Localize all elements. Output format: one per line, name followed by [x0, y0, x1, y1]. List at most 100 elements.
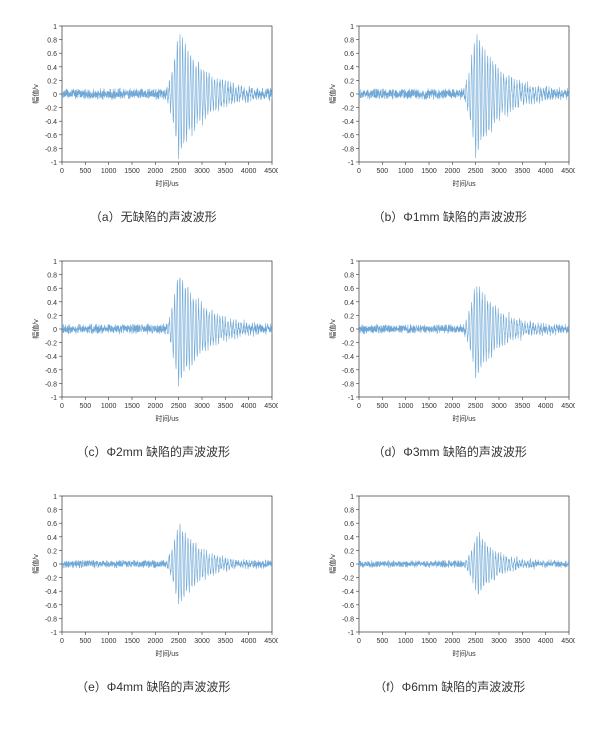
svg-text:0: 0 [350, 562, 354, 569]
svg-text:3000: 3000 [194, 168, 210, 175]
svg-text:0.6: 0.6 [344, 51, 354, 58]
panel-b: 050010001500200025003000350040004500-1-0… [317, 20, 584, 225]
svg-text:-0.8: -0.8 [45, 146, 57, 153]
svg-text:-1: -1 [51, 160, 57, 167]
svg-text:4500: 4500 [561, 638, 575, 645]
svg-text:0.2: 0.2 [48, 78, 58, 85]
svg-text:0.4: 0.4 [48, 535, 58, 542]
svg-text:1000: 1000 [101, 403, 117, 410]
svg-text:3500: 3500 [218, 638, 234, 645]
svg-text:1000: 1000 [101, 638, 117, 645]
svg-text:3000: 3000 [491, 403, 507, 410]
svg-text:-0.2: -0.2 [45, 341, 57, 348]
svg-text:0: 0 [350, 327, 354, 334]
svg-text:-0.2: -0.2 [342, 341, 354, 348]
svg-text:0: 0 [53, 562, 57, 569]
svg-text:0: 0 [350, 92, 354, 99]
svg-text:3000: 3000 [491, 168, 507, 175]
svg-text:1000: 1000 [398, 638, 414, 645]
svg-text:0.2: 0.2 [344, 78, 354, 85]
svg-text:幅值/v: 幅值/v [328, 319, 337, 339]
chart-d: 050010001500200025003000350040004500-1-0… [325, 255, 575, 425]
svg-text:0.2: 0.2 [344, 548, 354, 555]
svg-text:-0.6: -0.6 [342, 133, 354, 140]
svg-text:-0.2: -0.2 [45, 106, 57, 113]
svg-text:2000: 2000 [444, 638, 460, 645]
caption-b: （b）Φ1mm 缺陷的声波波形 [373, 208, 527, 225]
svg-text:0.8: 0.8 [48, 508, 58, 515]
panel-c: 050010001500200025003000350040004500-1-0… [20, 255, 287, 460]
svg-text:-0.8: -0.8 [342, 616, 354, 623]
svg-text:0.4: 0.4 [344, 535, 354, 542]
svg-text:-0.6: -0.6 [45, 368, 57, 375]
svg-text:幅值/v: 幅值/v [31, 84, 40, 104]
panel-a: 050010001500200025003000350040004500-1-0… [20, 20, 287, 225]
svg-text:1: 1 [53, 494, 57, 501]
svg-text:2000: 2000 [148, 638, 164, 645]
svg-text:0.4: 0.4 [344, 65, 354, 72]
svg-text:-0.4: -0.4 [342, 589, 354, 596]
svg-text:-0.8: -0.8 [45, 616, 57, 623]
svg-text:-0.8: -0.8 [342, 381, 354, 388]
svg-text:500: 500 [80, 403, 92, 410]
svg-text:2000: 2000 [148, 403, 164, 410]
svg-text:-0.6: -0.6 [342, 603, 354, 610]
svg-text:2500: 2500 [171, 403, 187, 410]
svg-text:0.4: 0.4 [48, 300, 58, 307]
svg-text:-0.4: -0.4 [45, 354, 57, 361]
svg-text:1000: 1000 [398, 168, 414, 175]
svg-text:1: 1 [53, 24, 57, 31]
svg-text:-0.2: -0.2 [45, 576, 57, 583]
svg-text:1: 1 [350, 24, 354, 31]
chart-f: 050010001500200025003000350040004500-1-0… [325, 490, 575, 660]
chart-e: 050010001500200025003000350040004500-1-0… [28, 490, 278, 660]
svg-text:0.8: 0.8 [344, 508, 354, 515]
svg-text:-0.6: -0.6 [45, 133, 57, 140]
svg-text:-0.8: -0.8 [342, 146, 354, 153]
svg-text:0.2: 0.2 [344, 313, 354, 320]
svg-text:4500: 4500 [264, 168, 278, 175]
svg-text:1: 1 [350, 259, 354, 266]
svg-text:0: 0 [357, 403, 361, 410]
svg-text:2500: 2500 [171, 168, 187, 175]
svg-text:时间/us: 时间/us [452, 414, 476, 423]
svg-text:1000: 1000 [398, 403, 414, 410]
svg-text:0.6: 0.6 [344, 286, 354, 293]
svg-text:1: 1 [350, 494, 354, 501]
svg-text:0: 0 [357, 638, 361, 645]
svg-text:0.8: 0.8 [344, 273, 354, 280]
svg-text:-0.6: -0.6 [342, 368, 354, 375]
svg-text:幅值/v: 幅值/v [31, 319, 40, 339]
svg-text:0: 0 [60, 403, 64, 410]
svg-text:时间/us: 时间/us [156, 179, 180, 188]
svg-text:0.8: 0.8 [344, 38, 354, 45]
svg-text:-0.4: -0.4 [342, 119, 354, 126]
svg-text:0.6: 0.6 [48, 51, 58, 58]
svg-text:500: 500 [376, 638, 388, 645]
svg-text:时间/us: 时间/us [452, 179, 476, 188]
svg-text:幅值/v: 幅值/v [328, 554, 337, 574]
svg-text:500: 500 [376, 168, 388, 175]
svg-text:1: 1 [53, 259, 57, 266]
svg-text:-0.4: -0.4 [45, 589, 57, 596]
svg-text:2500: 2500 [468, 168, 484, 175]
svg-text:2500: 2500 [468, 638, 484, 645]
svg-text:-1: -1 [348, 395, 354, 402]
svg-text:1500: 1500 [421, 638, 437, 645]
svg-text:2000: 2000 [444, 168, 460, 175]
svg-text:0: 0 [60, 168, 64, 175]
svg-text:-1: -1 [348, 630, 354, 637]
svg-text:2000: 2000 [444, 403, 460, 410]
svg-text:0.6: 0.6 [344, 521, 354, 528]
svg-text:500: 500 [80, 638, 92, 645]
svg-text:3500: 3500 [514, 403, 530, 410]
svg-text:500: 500 [376, 403, 388, 410]
svg-text:-0.2: -0.2 [342, 106, 354, 113]
svg-text:4000: 4000 [538, 168, 554, 175]
svg-text:2500: 2500 [171, 638, 187, 645]
svg-text:0.6: 0.6 [48, 286, 58, 293]
svg-text:-0.6: -0.6 [45, 603, 57, 610]
svg-text:4000: 4000 [241, 403, 257, 410]
svg-text:0.4: 0.4 [344, 300, 354, 307]
svg-text:500: 500 [80, 168, 92, 175]
